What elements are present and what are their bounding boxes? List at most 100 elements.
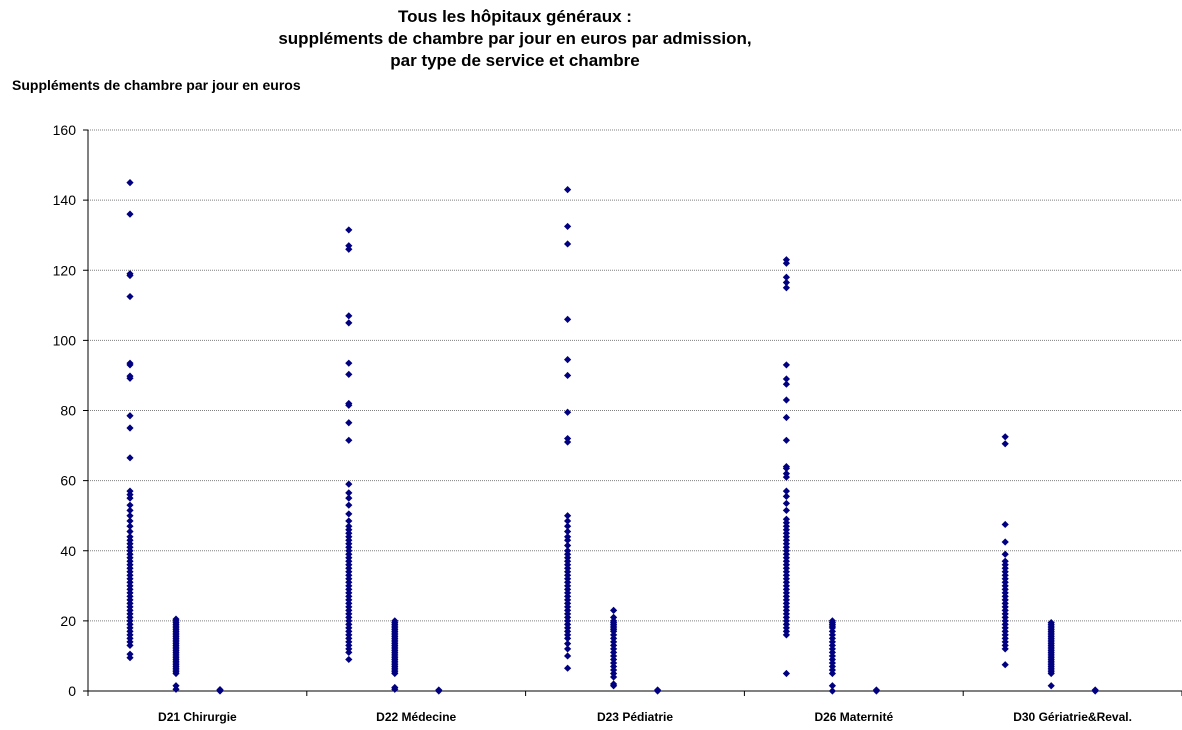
data-point: [782, 361, 790, 369]
x-tick-label: D22 Médecine: [376, 710, 456, 724]
y-tick-label: 80: [60, 403, 76, 419]
data-point: [1001, 538, 1009, 546]
data-point: [782, 631, 790, 639]
y-tick-label: 140: [53, 192, 77, 208]
data-point: [126, 494, 134, 502]
data-point: [564, 408, 572, 416]
data-point: [126, 210, 134, 218]
data-point: [391, 669, 399, 678]
data-point: [345, 489, 353, 497]
data-point: [345, 648, 353, 657]
y-tick-label: 160: [53, 122, 77, 138]
data-point: [782, 278, 790, 287]
data-point: [1001, 440, 1009, 448]
data-point: [345, 312, 353, 320]
data-point: [126, 641, 134, 650]
data-point: [782, 487, 790, 495]
data-point: [126, 522, 134, 530]
data-point: [345, 480, 353, 488]
data-point: [564, 438, 572, 446]
data-point: [345, 436, 353, 444]
data-point: [782, 499, 790, 508]
data-point: [782, 375, 790, 383]
data-point: [564, 522, 572, 530]
data-point: [782, 284, 790, 292]
data-point: [564, 512, 572, 520]
data-point: [564, 371, 572, 380]
data-point: [782, 259, 790, 267]
chart-title-line-2: suppléments de chambre par jour en euros…: [278, 29, 752, 48]
data-point: [828, 687, 836, 695]
data-point: [1001, 433, 1009, 441]
data-point: [782, 506, 790, 515]
y-tick-label: 120: [53, 262, 77, 278]
data-point: [345, 501, 353, 509]
data-point: [782, 492, 790, 501]
data-point: [1001, 645, 1009, 653]
data-point: [782, 273, 790, 281]
data-point: [345, 359, 353, 367]
data-point: [172, 685, 180, 693]
data-point: [782, 464, 790, 472]
data-point: [610, 673, 618, 681]
data-point: [126, 178, 134, 187]
data-point: [564, 541, 572, 550]
data-point: [564, 527, 572, 536]
data-point: [564, 634, 572, 643]
data-point: [610, 606, 618, 614]
data-point: [126, 292, 134, 301]
data-point: [126, 374, 134, 382]
data-point: [1001, 550, 1009, 558]
data-point: [126, 412, 134, 420]
data-point: [126, 424, 134, 432]
data-point: [564, 640, 572, 648]
data-point: [126, 501, 134, 509]
data-point: [564, 315, 572, 323]
y-axis-label: Suppléments de chambre par jour en euros: [12, 77, 301, 93]
chart-title-line-1: Tous les hôpitaux généraux :: [398, 7, 632, 26]
data-point: [216, 687, 224, 695]
y-tick-label: 60: [60, 473, 76, 489]
data-point: [345, 517, 353, 525]
x-tick-label: D26 Maternité: [814, 710, 893, 724]
data-point: [828, 682, 836, 690]
data-point: [564, 517, 572, 525]
data-point: [126, 361, 134, 369]
data-point: [126, 512, 134, 520]
data-point: [345, 419, 353, 427]
data-point: [345, 494, 353, 502]
x-tick-label: D21 Chirurgie: [158, 710, 237, 724]
data-point: [345, 370, 353, 378]
data-point: [126, 506, 134, 515]
data-point: [126, 527, 134, 536]
data-point: [126, 654, 134, 662]
data-point: [1047, 682, 1055, 690]
data-point: [1091, 687, 1099, 695]
data-point: [564, 222, 572, 231]
data-point: [828, 669, 836, 678]
y-tick-label: 40: [60, 543, 76, 559]
x-tick-label: D30 Gériatrie&Reval.: [1013, 710, 1132, 724]
x-tick-label: D23 Pédiatrie: [597, 710, 673, 724]
data-point: [564, 652, 572, 660]
data-point: [782, 396, 790, 404]
data-point: [564, 536, 572, 544]
data-point: [345, 245, 353, 253]
data-point: [345, 401, 353, 409]
data-point: [345, 655, 353, 664]
chart-title: Tous les hôpitaux généraux : suppléments…: [0, 6, 1030, 72]
data-point: [345, 510, 353, 518]
data-point: [610, 682, 618, 690]
data-point: [782, 669, 790, 678]
data-point: [1001, 520, 1009, 529]
y-tick-label: 100: [53, 332, 77, 348]
data-point: [391, 685, 399, 693]
data-point: [435, 687, 443, 695]
data-point: [1001, 661, 1009, 669]
data-point: [126, 271, 134, 280]
data-point: [172, 669, 180, 678]
data-point: [345, 226, 353, 234]
data-point: [564, 664, 572, 672]
data-point: [654, 687, 662, 695]
